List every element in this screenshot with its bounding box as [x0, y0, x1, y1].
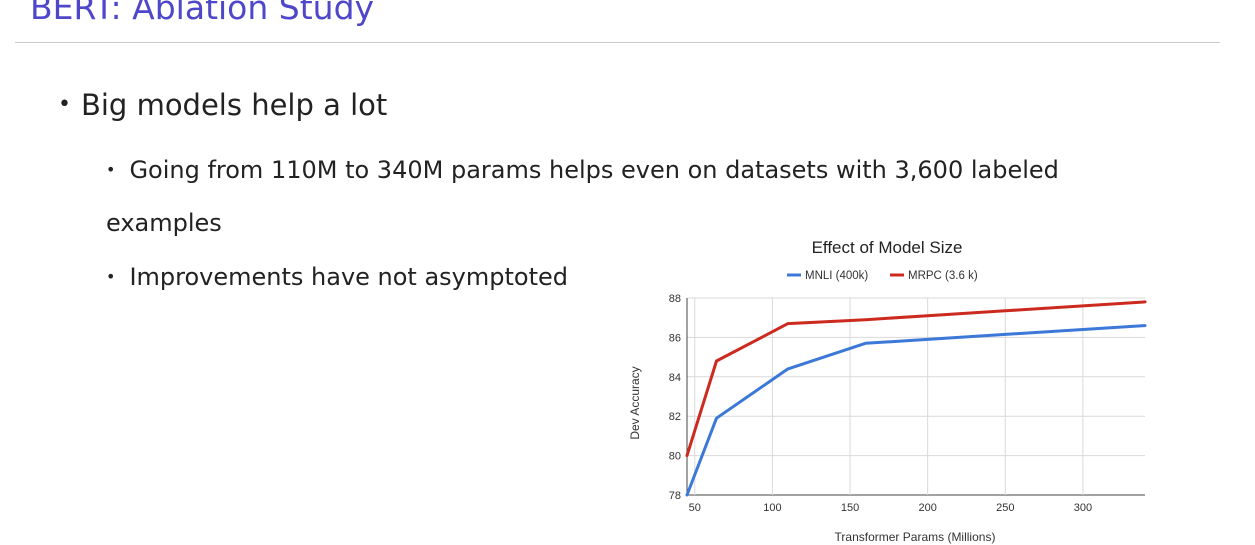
x-tick-label: 250 [996, 502, 1014, 514]
sub-bullet-2: • Improvements have not asymptoted [106, 252, 568, 305]
legend-label: MNLI (400k) [805, 270, 868, 282]
x-tick-label: 100 [763, 502, 781, 514]
sub-bullet-2-text: Improvements have not asymptoted [129, 263, 568, 291]
legend-label: MRPC (3.6 k) [908, 270, 978, 282]
x-tick-label: 200 [918, 502, 936, 514]
sub-bullet-1: • Going from 110M to 340M params helps ev… [106, 145, 1146, 248]
chart-canvas: Effect of Model Size MNLI (400k) MRPC (3.… [628, 238, 1147, 544]
y-axis-ticks: 78 80 82 84 86 88 [669, 293, 681, 502]
slide-title: BERT: Ablation Study [30, 0, 375, 27]
y-axis-label: Dev Accuracy [628, 366, 642, 439]
chart-series [685, 300, 1147, 497]
sub-bullet-1-text: Going from 110M to 340M params helps eve… [106, 156, 1059, 237]
x-tick-label: 50 [689, 502, 701, 514]
chart-title: Effect of Model Size [812, 238, 963, 257]
bullet-dot: • [106, 160, 116, 179]
bullet-dot: • [106, 267, 116, 286]
main-bullet: • Big models help a lot [58, 88, 387, 122]
y-tick-label: 82 [669, 411, 681, 423]
chart-grid [686, 297, 1145, 496]
y-tick-label: 78 [669, 490, 681, 502]
y-tick-label: 88 [669, 293, 681, 305]
x-tick-label: 150 [841, 502, 859, 514]
bullet-dot: • [58, 92, 71, 117]
main-bullet-text: Big models help a lot [80, 88, 388, 122]
series-line-mnli [685, 324, 1147, 497]
title-divider [15, 42, 1220, 43]
x-tick-label: 300 [1074, 502, 1092, 514]
chart-legend: MNLI (400k) MRPC (3.6 k) [787, 270, 978, 282]
series-line-mrpc [685, 300, 1147, 458]
x-axis-label: Transformer Params (Millions) [835, 530, 996, 544]
y-tick-label: 86 [669, 332, 681, 344]
model-size-chart: Effect of Model Size MNLI (400k) MRPC (3.… [620, 228, 1160, 545]
y-tick-label: 84 [669, 372, 681, 384]
x-axis-ticks: 50 100 150 200 250 300 [689, 502, 1092, 514]
y-tick-label: 80 [669, 451, 681, 463]
